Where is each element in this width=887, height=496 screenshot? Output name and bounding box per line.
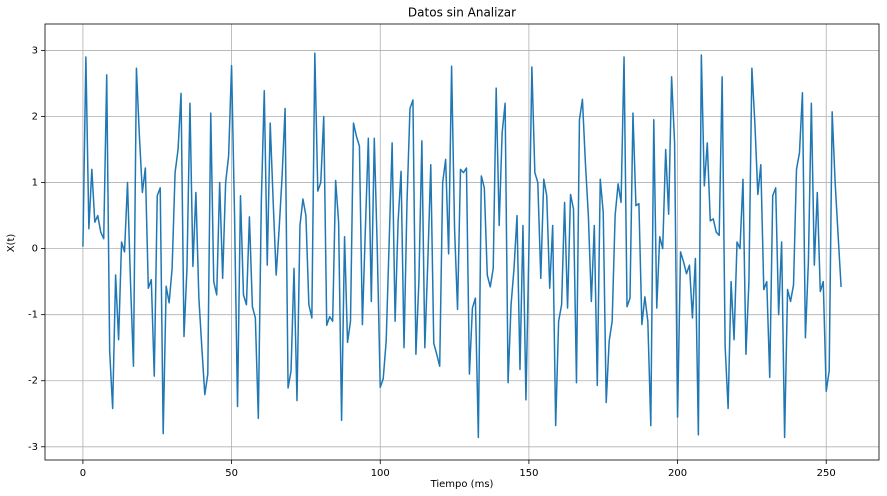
y-tick-label: -2 bbox=[28, 376, 38, 387]
y-tick-label: -1 bbox=[28, 310, 38, 321]
y-tick-label: -3 bbox=[28, 442, 38, 453]
x-tick-label: 250 bbox=[817, 468, 836, 479]
x-axis-label: Tiempo (ms) bbox=[430, 479, 494, 490]
data-line bbox=[82, 52, 842, 439]
x-tick-label: 50 bbox=[225, 468, 238, 479]
chart-title: Datos sin Analizar bbox=[408, 6, 516, 20]
y-axis-label: X(t) bbox=[6, 234, 17, 253]
plot-frame bbox=[44, 23, 880, 461]
x-tick-label: 0 bbox=[80, 468, 86, 479]
x-tick-label: 200 bbox=[668, 468, 687, 479]
x-tick-label: 100 bbox=[371, 468, 390, 479]
x-tick-label: 150 bbox=[519, 468, 538, 479]
y-tick-label: 3 bbox=[32, 45, 38, 56]
y-tick-label: 0 bbox=[32, 244, 38, 255]
y-tick-label: 2 bbox=[32, 111, 38, 122]
y-tick-label: 1 bbox=[32, 178, 38, 189]
